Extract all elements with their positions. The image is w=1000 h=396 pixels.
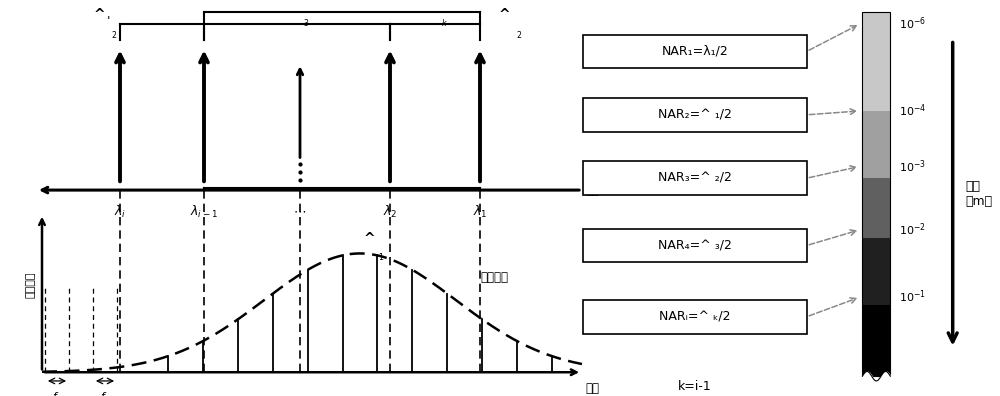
Text: NAR₁=λ₁/2: NAR₁=λ₁/2 <box>661 45 728 58</box>
Bar <box>862 178 890 238</box>
Text: $\lambda_2$: $\lambda_2$ <box>383 204 397 220</box>
Text: 波长: 波长 <box>585 184 599 196</box>
Text: k=i-1: k=i-1 <box>678 380 712 393</box>
Bar <box>862 305 890 376</box>
Text: 10$^{-4}$: 10$^{-4}$ <box>899 103 926 119</box>
Text: NARᵢ=^ ₖ/2: NARᵢ=^ ₖ/2 <box>659 310 730 323</box>
Text: 频谱密度: 频谱密度 <box>26 272 36 298</box>
Bar <box>583 300 806 333</box>
Text: 频率: 频率 <box>585 382 599 395</box>
Text: $_2$: $_2$ <box>516 30 522 42</box>
Bar <box>862 12 890 376</box>
Text: $_1$: $_1$ <box>378 251 384 264</box>
Text: $_2$: $_2$ <box>111 30 117 42</box>
Text: $f_r$: $f_r$ <box>100 390 110 396</box>
Text: 飞秒光梳: 飞秒光梳 <box>480 271 508 284</box>
Bar <box>862 238 890 305</box>
Text: ': ' <box>107 15 110 28</box>
Text: ^: ^ <box>429 0 441 10</box>
Text: ^: ^ <box>93 8 105 22</box>
Text: $\lambda_{i-1}$: $\lambda_{i-1}$ <box>190 204 218 220</box>
Text: ^: ^ <box>498 8 510 22</box>
Text: $f_o$: $f_o$ <box>52 390 62 396</box>
Bar <box>583 228 806 262</box>
Text: 10$^{-6}$: 10$^{-6}$ <box>899 15 926 32</box>
Text: NAR₃=^ ₂/2: NAR₃=^ ₂/2 <box>658 172 732 185</box>
Text: 10$^{-1}$: 10$^{-1}$ <box>899 289 926 305</box>
Bar <box>862 111 890 178</box>
Text: 长度
（m）: 长度 （m） <box>966 180 993 208</box>
Bar <box>583 162 806 195</box>
Text: NAR₂=^ ₁/2: NAR₂=^ ₁/2 <box>658 109 732 121</box>
Text: $\cdots$: $\cdots$ <box>293 204 307 217</box>
Bar <box>583 35 806 68</box>
Text: ^: ^ <box>291 0 303 10</box>
Text: $_k$: $_k$ <box>441 18 448 30</box>
Text: 10$^{-2}$: 10$^{-2}$ <box>899 221 926 238</box>
Text: 10$^{-3}$: 10$^{-3}$ <box>899 158 926 175</box>
Bar <box>583 98 806 131</box>
Text: $\lambda_i$: $\lambda_i$ <box>114 204 126 220</box>
Text: $_3$: $_3$ <box>303 18 309 30</box>
Text: $\lambda_1$: $\lambda_1$ <box>473 204 487 220</box>
Bar <box>862 12 890 111</box>
Text: ^: ^ <box>363 232 375 246</box>
Text: NAR₄=^ ₃/2: NAR₄=^ ₃/2 <box>658 239 732 252</box>
